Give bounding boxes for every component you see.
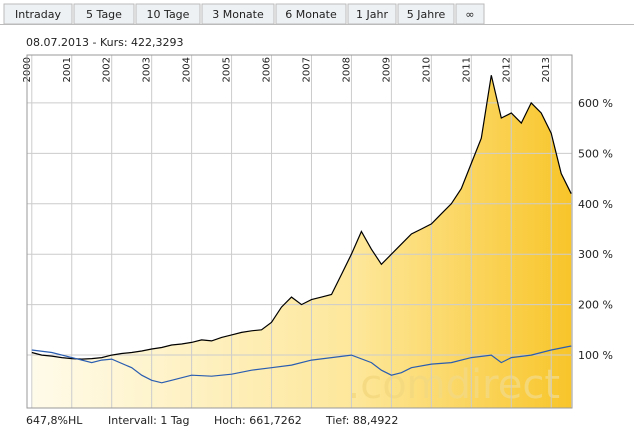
y-tick-label: 200 % — [578, 299, 613, 312]
x-tick-label: 2009 — [381, 57, 392, 82]
watermark: .comdirect — [348, 362, 561, 408]
x-tick-label: 2011 — [461, 57, 472, 82]
x-tick-label: 2005 — [222, 57, 233, 82]
x-tick-label: 2002 — [102, 57, 113, 82]
x-tick-label: 2013 — [541, 57, 552, 82]
y-tick-label: 400 % — [578, 198, 613, 211]
x-tick-label: 2001 — [62, 57, 73, 82]
x-tick-label: 2006 — [262, 57, 273, 82]
footer-text: Intervall: 1 Tag — [108, 414, 190, 427]
x-tick-label: 2007 — [301, 57, 312, 82]
tab-label[interactable]: Intraday — [15, 8, 62, 21]
footer-text: Hoch: 661,7262 — [214, 414, 302, 427]
tab-label[interactable]: 3 Monate — [212, 8, 264, 21]
y-tick-label: 300 % — [578, 248, 613, 261]
tab[interactable] — [455, 3, 485, 25]
tab[interactable] — [73, 3, 135, 25]
footer-text: Tief: 88,4922 — [325, 414, 398, 427]
plot-border — [26, 54, 573, 409]
tab[interactable] — [397, 3, 455, 25]
tab-label[interactable]: 10 Tage — [147, 8, 190, 21]
area — [31, 75, 572, 409]
series-line — [31, 75, 572, 360]
tab[interactable] — [3, 3, 73, 25]
tab-label[interactable]: 6 Monate — [285, 8, 337, 21]
tab-label[interactable]: 1 Jahr — [356, 8, 388, 21]
tab[interactable] — [275, 3, 347, 25]
x-tick-label: 2003 — [142, 57, 153, 82]
y-tick-label: 100 % — [578, 349, 613, 362]
tab[interactable] — [201, 3, 275, 25]
x-tick-label: 2010 — [421, 57, 432, 82]
tab-label[interactable]: 5 Tage — [86, 8, 122, 21]
footer-text: 647,8%HL — [26, 414, 83, 427]
tab[interactable] — [135, 3, 201, 25]
tab[interactable] — [347, 3, 397, 25]
series-line — [31, 345, 572, 384]
tab-label[interactable]: 5 Jahre — [407, 8, 446, 21]
x-tick-label: 2008 — [341, 57, 352, 82]
x-tick-label: 2012 — [501, 57, 512, 82]
y-tick-label: 500 % — [578, 147, 613, 160]
y-tick-label: 600 % — [578, 97, 613, 110]
header: 08.07.2013 - Kurs: 422,3293 — [26, 36, 184, 49]
tab-label[interactable]: ∞ — [465, 8, 474, 21]
x-tick-label: 2004 — [182, 57, 193, 82]
